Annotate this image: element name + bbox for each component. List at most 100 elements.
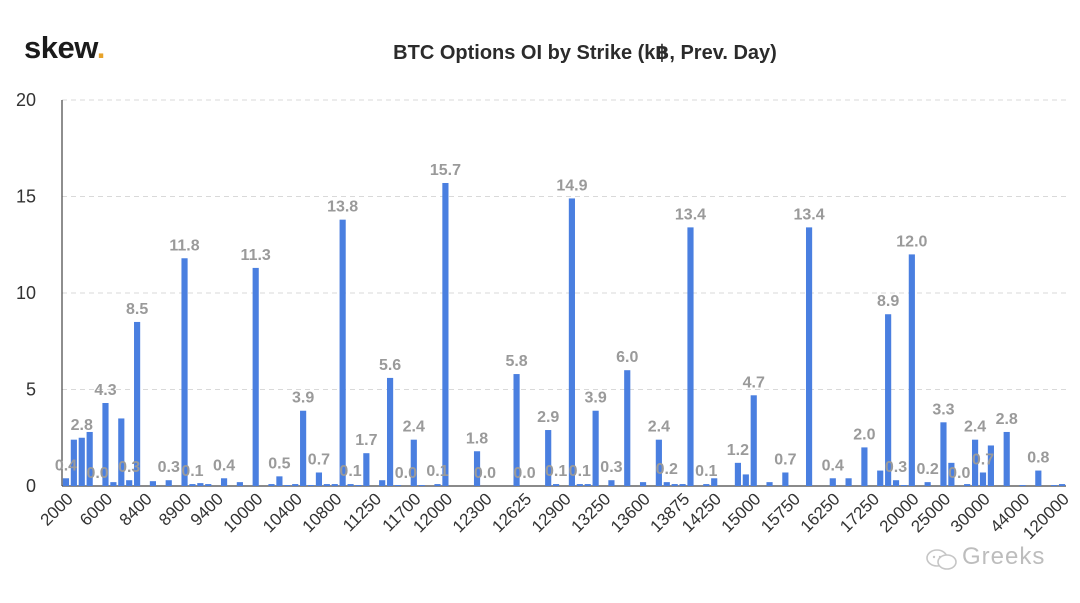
watermark: Greeks [928,543,1045,571]
data-label: 0.7 [308,451,330,468]
bar [742,474,749,486]
bar [292,484,299,486]
bar [877,470,884,486]
data-label: 0.1 [569,463,591,480]
data-label: 4.3 [94,382,116,399]
bar [434,484,441,486]
chart-title-wrap: BTC Options OI by Strike (k฿, Prev. Day) [0,40,1080,65]
bar [386,377,394,486]
data-label: 0.3 [158,459,180,476]
bar [553,484,560,486]
x-tick-label: 10400 [259,489,306,536]
bar [220,478,228,486]
bar [197,483,204,486]
bar [165,480,172,486]
bar [750,395,757,486]
bar [964,484,971,486]
bar [711,478,718,486]
bar [940,422,947,486]
bar [568,198,575,486]
bar [885,314,892,486]
x-tick-label: 13250 [567,489,614,536]
brand-dot: . [96,30,106,65]
bar [655,439,662,486]
data-label: 15.7 [430,162,461,179]
data-label: 0.3 [600,459,622,476]
x-tick-label: 8900 [155,489,195,529]
x-tick-label: 6000 [76,489,116,529]
data-label: 3.3 [932,401,954,418]
data-label: 0.2 [656,461,678,478]
x-tick-label: 10800 [299,489,346,536]
bar [331,484,338,486]
data-label: 0.5 [268,455,290,472]
bar [845,478,852,486]
data-label: 0.4 [213,457,235,474]
data-label: 0.1 [695,463,717,480]
data-label: 0.7 [972,451,994,468]
bar [268,484,275,486]
x-tick-label: 30000 [947,489,994,536]
bar [592,410,599,486]
x-tick-label: 12900 [528,489,575,536]
data-label: 0.3 [118,459,140,476]
bar [276,476,283,486]
bar [189,484,196,486]
data-label: 8.5 [126,301,148,318]
bar [394,485,402,486]
bar [608,480,615,486]
x-tick-label: 8400 [116,489,156,529]
bar [134,321,141,486]
data-label: 2.4 [964,419,986,436]
bar [347,484,354,486]
x-tick-label: 12625 [488,489,535,536]
bar [78,437,85,486]
bar [355,485,362,486]
bar [782,472,789,486]
data-label: 3.9 [584,390,606,407]
data-label: 0.8 [1027,450,1049,467]
data-label: 5.8 [505,353,527,370]
bar [410,439,417,486]
data-label: 13.4 [675,206,706,223]
data-label: 8.9 [877,293,899,310]
bar [62,478,70,486]
bar [300,410,307,486]
bar [70,439,77,486]
bar [861,447,868,486]
bar [908,254,915,486]
bar [513,374,520,486]
x-tick-label: 16250 [797,489,844,536]
bar [205,484,212,486]
data-label: 12.0 [896,233,927,250]
bar [734,462,742,486]
data-label: 13.8 [327,199,358,216]
y-tick-label: 5 [26,380,36,400]
bar [1058,484,1066,486]
x-tick-label: 15000 [718,489,765,536]
bar [987,445,994,486]
x-tick-label: 13600 [607,489,654,536]
bar [1003,431,1010,486]
data-label: 2.4 [403,419,425,436]
bar [1035,470,1042,486]
data-label: 2.4 [648,419,670,436]
bar [363,453,370,486]
x-tick-label: 12300 [449,489,496,536]
bar [892,480,900,486]
data-label: 2.0 [853,426,875,443]
bar [900,485,908,486]
data-label: 0.1 [181,463,203,480]
bar [1019,485,1026,486]
data-label: 2.9 [537,409,559,426]
data-label: 2.8 [996,411,1018,428]
bar [1051,485,1058,486]
bar [584,484,591,486]
data-label: 1.7 [355,432,377,449]
bar [323,484,330,486]
watermark-text: Greeks [962,543,1046,570]
data-label: 0.0 [948,465,970,482]
data-label: 2.8 [71,417,93,434]
bar [829,478,836,486]
